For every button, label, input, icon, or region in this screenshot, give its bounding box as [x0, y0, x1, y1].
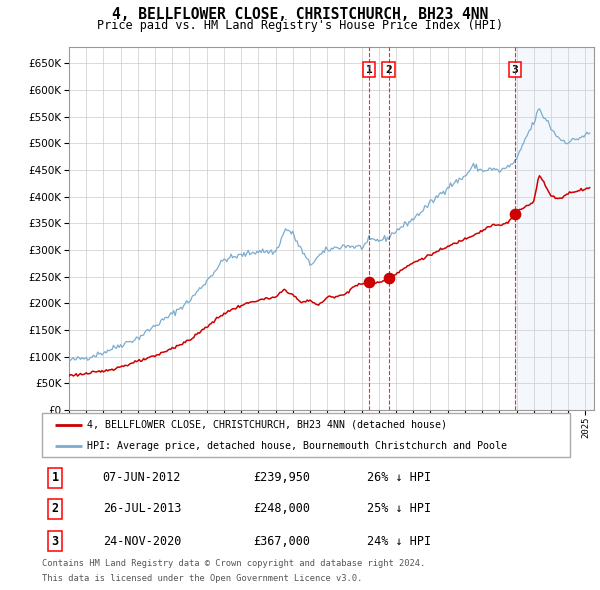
- Text: 26% ↓ HPI: 26% ↓ HPI: [367, 471, 431, 484]
- Text: 2: 2: [52, 502, 59, 516]
- Bar: [515, 47, 594, 410]
- Text: 24-NOV-2020: 24-NOV-2020: [103, 535, 181, 548]
- Point: [364, 277, 374, 287]
- Text: £239,950: £239,950: [253, 471, 310, 484]
- Text: 1: 1: [52, 471, 59, 484]
- Text: £367,000: £367,000: [253, 535, 310, 548]
- Text: 24% ↓ HPI: 24% ↓ HPI: [367, 535, 431, 548]
- Point: [384, 273, 394, 283]
- Text: 4, BELLFLOWER CLOSE, CHRISTCHURCH, BH23 4NN (detached house): 4, BELLFLOWER CLOSE, CHRISTCHURCH, BH23 …: [87, 420, 447, 430]
- FancyBboxPatch shape: [42, 413, 570, 457]
- Text: 1: 1: [366, 65, 373, 74]
- Text: 26-JUL-2013: 26-JUL-2013: [103, 502, 181, 516]
- Text: 25% ↓ HPI: 25% ↓ HPI: [367, 502, 431, 516]
- Point: [510, 209, 520, 219]
- Text: Contains HM Land Registry data © Crown copyright and database right 2024.: Contains HM Land Registry data © Crown c…: [42, 559, 425, 568]
- Text: £248,000: £248,000: [253, 502, 310, 516]
- Text: 3: 3: [52, 535, 59, 548]
- Text: This data is licensed under the Open Government Licence v3.0.: This data is licensed under the Open Gov…: [42, 574, 362, 583]
- Text: 3: 3: [511, 65, 518, 74]
- Text: HPI: Average price, detached house, Bournemouth Christchurch and Poole: HPI: Average price, detached house, Bour…: [87, 441, 507, 451]
- Text: 2: 2: [385, 65, 392, 74]
- Text: Price paid vs. HM Land Registry's House Price Index (HPI): Price paid vs. HM Land Registry's House …: [97, 19, 503, 32]
- Text: 4, BELLFLOWER CLOSE, CHRISTCHURCH, BH23 4NN: 4, BELLFLOWER CLOSE, CHRISTCHURCH, BH23 …: [112, 7, 488, 22]
- Text: 07-JUN-2012: 07-JUN-2012: [103, 471, 181, 484]
